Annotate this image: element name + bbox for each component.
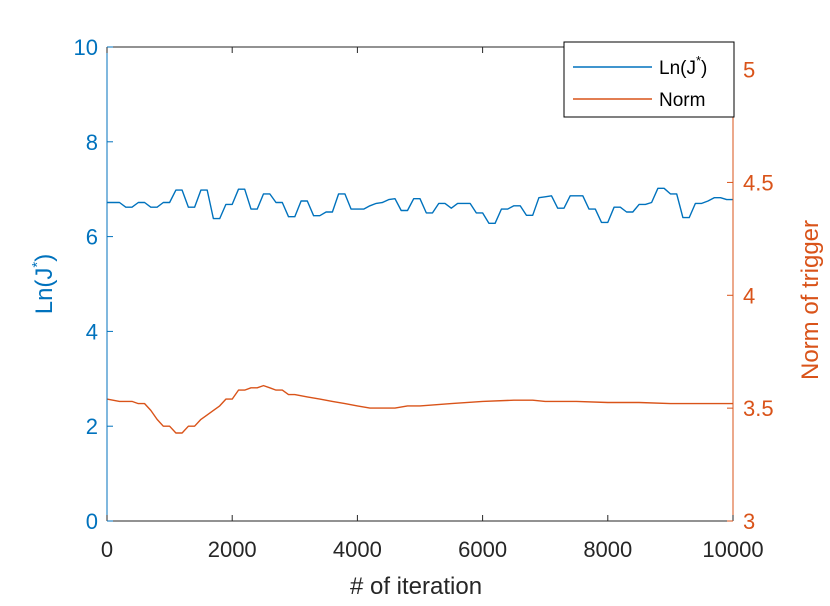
left-y-tick-label: 2	[86, 414, 98, 439]
axes-layer: 0 2000 4000 6000 8000 10000 0 2 4 6 8 10 3 3.5 4 4.5 5	[74, 35, 774, 562]
left-y-tick-label: 8	[86, 130, 98, 155]
left-y-axis-label-base: Ln(J	[31, 268, 58, 315]
legend-label-ln-j-superscript: *	[696, 53, 701, 68]
x-axis-label: # of iteration	[350, 573, 482, 600]
legend-box	[563, 41, 735, 118]
legend-label-ln-j: Ln(J*)	[659, 53, 707, 79]
left-y-axis-label-close: )	[31, 254, 58, 262]
left-y-tick-label: 0	[86, 509, 98, 534]
x-tick-label: 0	[101, 537, 113, 562]
left-y-tick-label: 4	[86, 319, 98, 344]
x-tick-label: 4000	[333, 537, 382, 562]
x-tick-label: 8000	[583, 537, 632, 562]
right-y-tick-label: 4.5	[743, 170, 774, 195]
left-y-tick-label: 10	[74, 35, 98, 60]
left-y-axis-label-superscript: *	[29, 262, 46, 268]
left-y-axis-label: Ln(J*)	[29, 254, 58, 315]
x-tick-label: 6000	[458, 537, 507, 562]
legend: Ln(J*) Norm	[563, 41, 735, 118]
left-y-tick-label: 6	[86, 225, 98, 250]
plot-area	[107, 47, 733, 521]
x-tick-label: 2000	[208, 537, 257, 562]
series-line-norm	[106, 384, 733, 434]
series-line-ln-j	[107, 187, 733, 225]
legend-label-ln-j-close: )	[701, 58, 707, 79]
plot-background	[107, 47, 733, 521]
series-layer	[106, 187, 733, 434]
right-y-tick-label: 3	[743, 509, 755, 534]
right-y-tick-label: 4	[743, 283, 755, 308]
right-y-tick-label: 3.5	[743, 396, 774, 421]
legend-label-norm: Norm	[659, 90, 705, 111]
legend-label-ln-j-base: Ln(J	[659, 58, 696, 79]
x-tick-label: 10000	[702, 537, 763, 562]
right-y-axis-label: Norm of trigger	[797, 220, 824, 380]
right-y-tick-label: 5	[743, 58, 755, 83]
